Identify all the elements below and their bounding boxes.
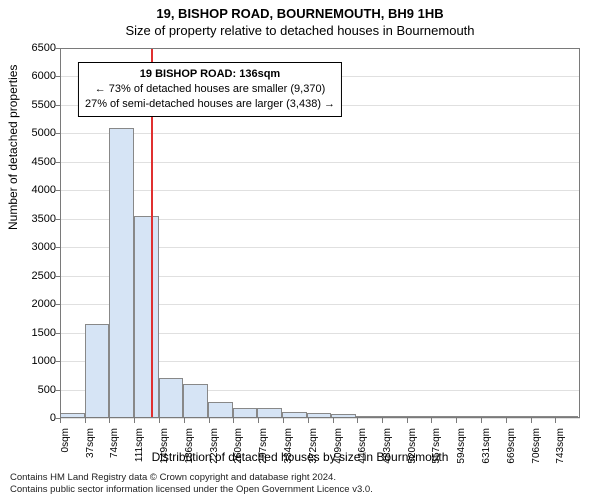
- ytick-label: 5000: [6, 127, 56, 139]
- xtick-label: 594sqm: [456, 428, 467, 488]
- ytick-mark: [54, 48, 60, 49]
- xtick-mark: [109, 418, 110, 423]
- ytick-label: 3500: [6, 213, 56, 225]
- xtick-mark: [382, 418, 383, 423]
- xtick-mark: [555, 418, 556, 423]
- xtick-mark: [134, 418, 135, 423]
- xtick-mark: [431, 418, 432, 423]
- xtick-label: 0sqm: [60, 428, 71, 488]
- xtick-label: 74sqm: [109, 428, 120, 488]
- ytick-label: 2500: [6, 270, 56, 282]
- xtick-mark: [258, 418, 259, 423]
- ytick-label: 1500: [6, 327, 56, 339]
- ytick-label: 2000: [6, 298, 56, 310]
- xtick-mark: [308, 418, 309, 423]
- ytick-mark: [54, 133, 60, 134]
- xtick-label: 260sqm: [233, 428, 244, 488]
- ytick-mark: [54, 190, 60, 191]
- xtick-mark: [209, 418, 210, 423]
- xtick-label: 446sqm: [357, 428, 368, 488]
- xtick-mark: [481, 418, 482, 423]
- xtick-mark: [184, 418, 185, 423]
- xtick-mark: [333, 418, 334, 423]
- xtick-mark: [159, 418, 160, 423]
- xtick-mark: [60, 418, 61, 423]
- xtick-mark: [233, 418, 234, 423]
- xtick-mark: [85, 418, 86, 423]
- xtick-mark: [506, 418, 507, 423]
- xtick-label: 223sqm: [209, 428, 220, 488]
- plot-area: 19 BISHOP ROAD: 136sqm← 73% of detached …: [60, 48, 580, 418]
- ytick-mark: [54, 418, 60, 419]
- ytick-mark: [54, 76, 60, 77]
- chart-container: 19, BISHOP ROAD, BOURNEMOUTH, BH9 1HB Si…: [0, 0, 600, 500]
- ytick-mark: [54, 105, 60, 106]
- xtick-label: 409sqm: [333, 428, 344, 488]
- ytick-label: 6500: [6, 42, 56, 54]
- ytick-label: 5500: [6, 99, 56, 111]
- ytick-mark: [54, 276, 60, 277]
- xtick-label: 557sqm: [431, 428, 442, 488]
- xtick-label: 186sqm: [184, 428, 195, 488]
- xtick-mark: [407, 418, 408, 423]
- page-subtitle: Size of property relative to detached ho…: [0, 21, 600, 38]
- ytick-label: 4000: [6, 184, 56, 196]
- ytick-mark: [54, 304, 60, 305]
- xtick-label: 111sqm: [134, 428, 145, 488]
- xtick-label: 37sqm: [85, 428, 96, 488]
- gridline-h: [60, 418, 580, 419]
- xtick-label: 631sqm: [481, 428, 492, 488]
- ytick-mark: [54, 361, 60, 362]
- ytick-mark: [54, 247, 60, 248]
- ytick-label: 500: [6, 384, 56, 396]
- xtick-label: 297sqm: [258, 428, 269, 488]
- xtick-label: 706sqm: [531, 428, 542, 488]
- xtick-mark: [531, 418, 532, 423]
- page-title: 19, BISHOP ROAD, BOURNEMOUTH, BH9 1HB: [0, 0, 600, 21]
- ytick-label: 4500: [6, 156, 56, 168]
- xtick-mark: [357, 418, 358, 423]
- xtick-label: 149sqm: [159, 428, 170, 488]
- ytick-label: 6000: [6, 70, 56, 82]
- ytick-mark: [54, 162, 60, 163]
- ytick-label: 3000: [6, 241, 56, 253]
- ytick-label: 1000: [6, 355, 56, 367]
- xtick-label: 669sqm: [506, 428, 517, 488]
- xtick-label: 743sqm: [555, 428, 566, 488]
- ytick-mark: [54, 390, 60, 391]
- ytick-mark: [54, 219, 60, 220]
- xtick-mark: [283, 418, 284, 423]
- y-axis-label: Number of detached properties: [6, 65, 20, 230]
- xtick-label: 483sqm: [382, 428, 393, 488]
- ytick-label: 0: [6, 412, 56, 424]
- xtick-mark: [456, 418, 457, 423]
- axis-border: [60, 48, 580, 418]
- xtick-label: 372sqm: [308, 428, 319, 488]
- xtick-label: 520sqm: [407, 428, 418, 488]
- ytick-mark: [54, 333, 60, 334]
- xtick-label: 334sqm: [283, 428, 294, 488]
